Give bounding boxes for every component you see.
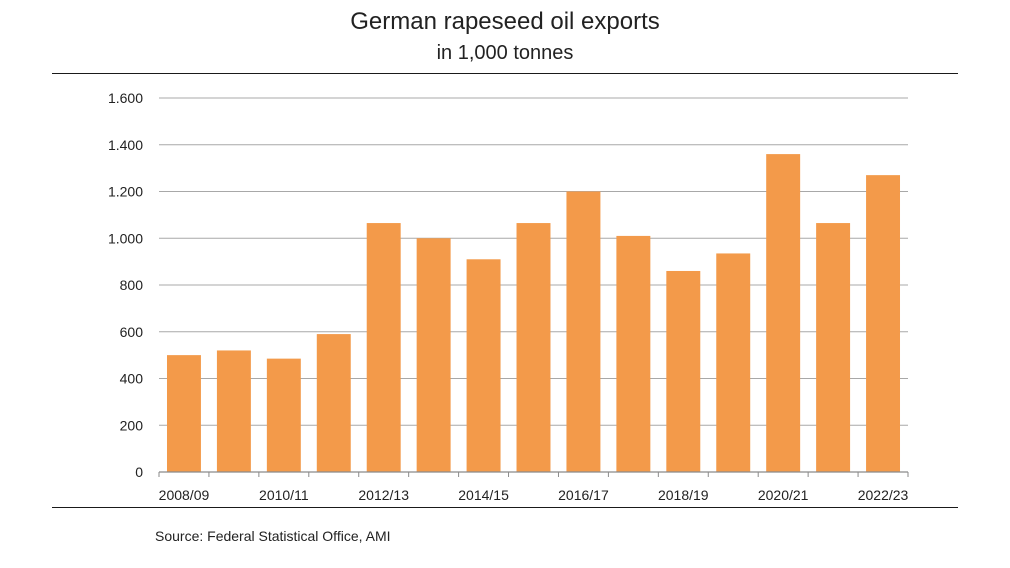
bar: [566, 191, 601, 472]
source-note: Source: Federal Statistical Office, AMI: [155, 528, 391, 544]
x-tick-label: 2020/21: [758, 487, 809, 503]
y-tick-label: 0: [135, 464, 143, 480]
x-tick-label: 2008/09: [159, 487, 210, 503]
x-tick-label: 2010/11: [259, 487, 309, 503]
y-tick-label: 400: [120, 371, 144, 387]
bar: [816, 223, 851, 472]
bar: [466, 259, 501, 472]
bar: [766, 154, 801, 472]
bar: [216, 350, 251, 472]
bar: [316, 334, 351, 472]
bar: [866, 175, 901, 472]
x-tick-label: 2012/13: [358, 487, 409, 503]
bar: [616, 235, 651, 472]
bars: [166, 154, 901, 472]
x-axis-ticks: 2008/09 2010/11 2012/13 2014/15 2016/17 2018/…: [159, 487, 909, 503]
bar: [516, 223, 551, 472]
chart-title: German rapeseed oil exports: [350, 8, 660, 35]
y-tick-label: 1.000: [108, 230, 143, 246]
bar: [716, 253, 751, 472]
y-tick-label: 800: [120, 277, 144, 293]
y-tick-label: 200: [120, 417, 144, 433]
top-rule: [52, 73, 958, 74]
bar: [266, 358, 301, 472]
y-tick-label: 1.200: [108, 184, 143, 200]
bottom-rule: [52, 507, 958, 508]
y-tick-label: 1.400: [108, 137, 143, 153]
bar: [366, 223, 401, 472]
y-tick-label: 1.600: [108, 90, 143, 106]
bar: [166, 355, 201, 472]
chart-subtitle: in 1,000 tonnes: [436, 42, 574, 64]
x-tick-label: 2014/15: [458, 487, 509, 503]
x-tick-label: 2016/17: [558, 487, 609, 503]
y-axis-ticks: 0 200 400 600 800 1.000 1.200 1.400 1.600: [108, 90, 143, 480]
x-tick-label: 2018/19: [658, 487, 709, 503]
x-axis: [158, 471, 909, 477]
bar: [666, 270, 701, 472]
bar: [416, 238, 451, 472]
x-tick-label: 2022/23: [858, 487, 909, 503]
y-tick-label: 600: [120, 324, 144, 340]
